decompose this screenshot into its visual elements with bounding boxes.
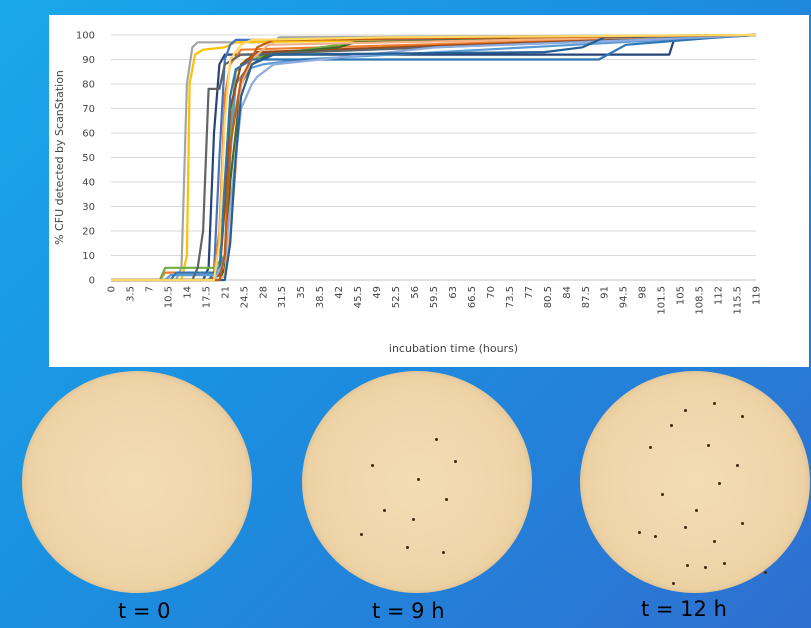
colony-dot [685,564,689,568]
x-tick-label: 91 [600,286,611,299]
y-tick-label: 10 [82,251,95,262]
colony-dot [722,561,726,565]
x-tick-label: 10.5 [163,286,174,308]
colony-dot [683,408,687,412]
colony-dot [741,415,744,419]
colony-dot [695,508,698,512]
colony-dot [683,526,687,530]
series-line-14 [111,33,757,282]
x-tick-label: 45.5 [353,286,364,308]
y-tick-label: 50 [82,153,95,164]
series-line-3 [111,33,757,282]
x-tick-label: 59.5 [429,286,440,308]
colony-dot [444,497,448,501]
colony-dot [704,566,708,570]
x-tick-label: 7 [144,286,155,292]
y-axis-label: % CFU detected by ScanStation [53,70,66,245]
x-tick-label: 87.5 [581,286,592,308]
colony-dot [382,508,386,512]
colony-dot [412,517,416,521]
x-tick-label: 80.5 [543,286,554,308]
y-tick-label: 0 [89,276,95,287]
colony-dot [736,464,740,468]
colony-dot [405,546,409,550]
x-tick-label: 94.5 [619,286,630,308]
x-tick-label: 24.5 [239,286,250,308]
colony-dot [660,493,664,497]
chart-panel: 0 10 20 30 40 50 60 70 80 90 100 0 3.5 7 10.5 14 17.5 21 2… [49,15,809,367]
plate-label-t0: t = 0 [118,599,171,623]
y-tick-label: 40 [82,178,95,189]
y-tick-label: 100 [76,31,95,42]
colony-dot [442,550,446,554]
series-line-12 [111,33,757,282]
colony-dot [649,446,652,450]
x-tick-label: 98 [638,286,649,299]
plate-label-t9: t = 9 h [372,599,445,623]
x-tick-label: 73.5 [505,286,516,308]
x-tick-label: 31.5 [277,286,288,308]
petri-plate-t12 [580,371,810,593]
y-tick-label: 90 [82,55,95,66]
colony-dot [764,570,767,574]
colony-dot [417,477,420,481]
x-tick-label: 52.5 [391,286,402,308]
x-tick-label: 0 [107,286,118,292]
x-tick-label: 119 [752,286,763,305]
colony-dot [741,521,744,525]
x-tick-label: 70 [486,286,497,299]
x-tick-label: 63 [448,286,459,299]
x-tick-label: 21 [220,286,231,299]
y-tick-label: 60 [82,129,95,140]
colony-dot [435,437,439,441]
x-tick-label: 35 [296,286,307,299]
x-tick-label: 101.5 [657,286,668,315]
colony-dot [718,482,721,485]
x-tick-label: 105 [676,286,687,305]
x-axis-label: incubation time (hours) [389,342,518,355]
colony-dot [713,402,717,406]
x-tick-label: 66.5 [467,286,478,308]
x-tick-label: 3.5 [125,286,136,302]
line-chart: 0 10 20 30 40 50 60 70 80 90 100 0 3.5 7 10.5 14 17.5 21 2… [53,31,763,356]
colony-dot [669,424,673,428]
colony-dot [359,533,363,537]
colony-dot [653,535,657,539]
x-tick-label: 38.5 [315,286,326,308]
y-tick-label: 80 [82,80,95,91]
x-tick-label: 56 [410,286,421,299]
colony-dot [371,464,374,468]
y-tick-label: 20 [82,227,95,238]
x-tick-label: 14 [182,286,193,299]
x-tick-label: 17.5 [201,286,212,308]
x-tick-label: 115.5 [733,286,744,315]
colony-dot [672,581,675,585]
x-tick-label: 84 [562,286,573,299]
y-tick-label: 30 [82,202,95,213]
petri-plate-t0 [22,371,252,593]
y-tick-label: 70 [82,104,95,115]
colony-dot [706,444,710,448]
plate-label-t12: t = 12 h [641,597,727,621]
colony-dot [637,530,641,534]
x-tick-label: 42 [334,286,345,299]
x-tick-label: 108.5 [695,286,706,315]
x-tick-label: 28 [258,286,269,299]
colony-dot [453,459,457,463]
series-line-15 [111,33,757,282]
petri-plate-t9 [302,371,532,593]
x-tick-label: 77 [524,286,535,299]
series-line-10 [111,33,757,282]
x-tick-label: 112 [714,286,725,305]
colony-dot [713,539,717,543]
x-tick-label: 49 [372,286,383,299]
series-line-16 [111,33,757,282]
